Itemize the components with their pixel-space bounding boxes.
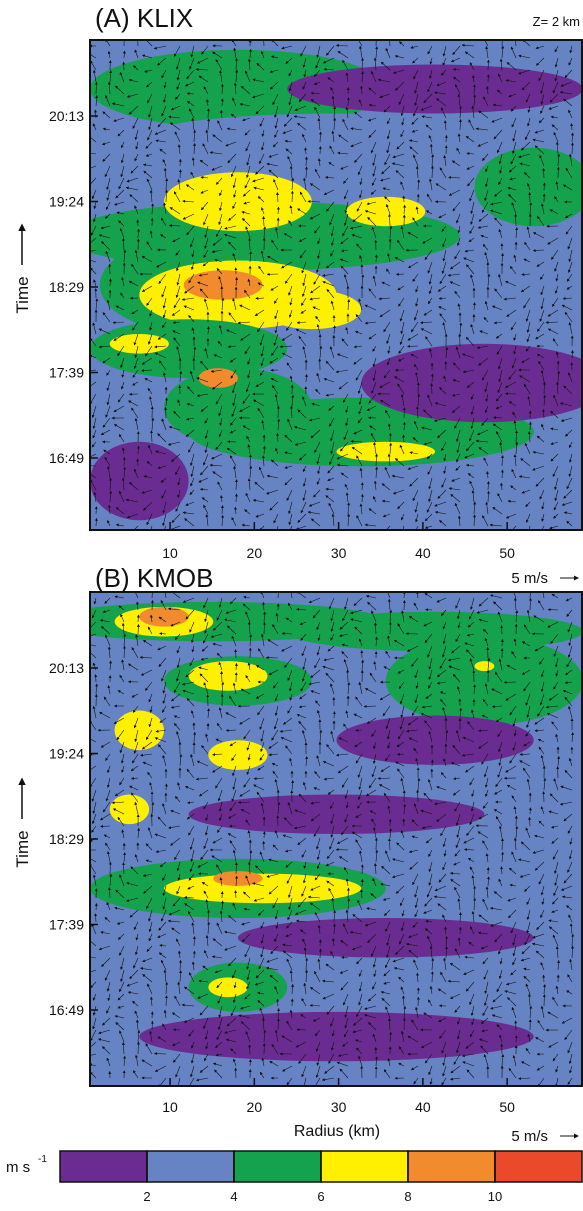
x-tick-label: 50 — [499, 545, 515, 561]
y-tick-label: 17:39 — [49, 917, 84, 933]
contour-region — [189, 795, 485, 835]
colorbar-segment — [321, 1151, 408, 1182]
y-tick-label: 18:29 — [49, 279, 84, 295]
x-tick-label: 50 — [499, 1099, 515, 1115]
contour-region — [115, 711, 164, 751]
y-tick-label: 20:13 — [49, 660, 84, 676]
x-tick-label: 40 — [415, 545, 431, 561]
contour-region — [337, 716, 534, 765]
vector-key: 5 m/s — [511, 1128, 548, 1145]
contour-region — [189, 661, 268, 691]
colorbar-tick-label: 10 — [488, 1189, 502, 1204]
y-tick-label: 19:24 — [49, 194, 84, 210]
colorbar-segment — [147, 1151, 234, 1182]
contour-region — [164, 874, 361, 904]
contour-region — [110, 334, 169, 354]
colorbar-segment — [408, 1151, 495, 1182]
colorbar-segment — [60, 1151, 147, 1182]
contour-region — [346, 197, 425, 226]
contour-field — [41, 586, 583, 1089]
contour-region — [208, 977, 247, 997]
colorbar-segment — [495, 1151, 582, 1182]
y-tick-label: 16:49 — [49, 450, 84, 466]
y-tick-label: 20:13 — [49, 108, 84, 124]
contour-region — [475, 661, 495, 671]
y-tick-label: 19:24 — [49, 746, 84, 762]
y-tick-label: 16:49 — [49, 1002, 84, 1018]
colorbar-tick-label: 8 — [404, 1189, 411, 1204]
contour-region — [110, 795, 149, 825]
colorbar-tick-label: 6 — [317, 1189, 324, 1204]
contour-region — [238, 918, 534, 958]
x-tick-label: 40 — [415, 1099, 431, 1115]
contour-region — [139, 114, 533, 163]
x-tick-label: 20 — [247, 1099, 263, 1115]
x-tick-label: 20 — [247, 545, 263, 561]
colorbar-tick-label: 4 — [230, 1189, 237, 1204]
colorbar-tick-label: 2 — [143, 1189, 150, 1204]
contour-region — [90, 442, 189, 520]
y-tick-label: 18:29 — [49, 831, 84, 847]
x-tick-label: 30 — [331, 1099, 347, 1115]
panel-title: (B) KMOB — [95, 563, 213, 593]
vector-key: 5 m/s — [511, 570, 548, 587]
x-axis-label: Radius (km) — [294, 1123, 380, 1140]
y-axis-label: Time — [13, 830, 32, 867]
annotation: Z= 2 km — [533, 14, 580, 29]
contour-field — [65, 34, 583, 536]
x-tick-label: 10 — [162, 545, 178, 561]
panel-title: (A) KLIX — [95, 3, 193, 33]
contour-region — [184, 270, 263, 299]
contour-region — [139, 607, 188, 627]
colorbar-segment — [234, 1151, 321, 1182]
contour-region — [337, 442, 436, 462]
contour-region — [263, 290, 362, 329]
contour-region — [139, 1012, 533, 1061]
y-tick-label: 17:39 — [49, 365, 84, 381]
contour-region — [208, 740, 267, 770]
colorbar-unit: m s — [6, 1159, 30, 1176]
contour-region — [386, 636, 583, 725]
x-tick-label: 10 — [162, 1099, 178, 1115]
x-tick-label: 30 — [331, 545, 347, 561]
colorbar-unit-exponent: -1 — [38, 1154, 47, 1165]
y-axis-label: Time — [13, 276, 32, 313]
